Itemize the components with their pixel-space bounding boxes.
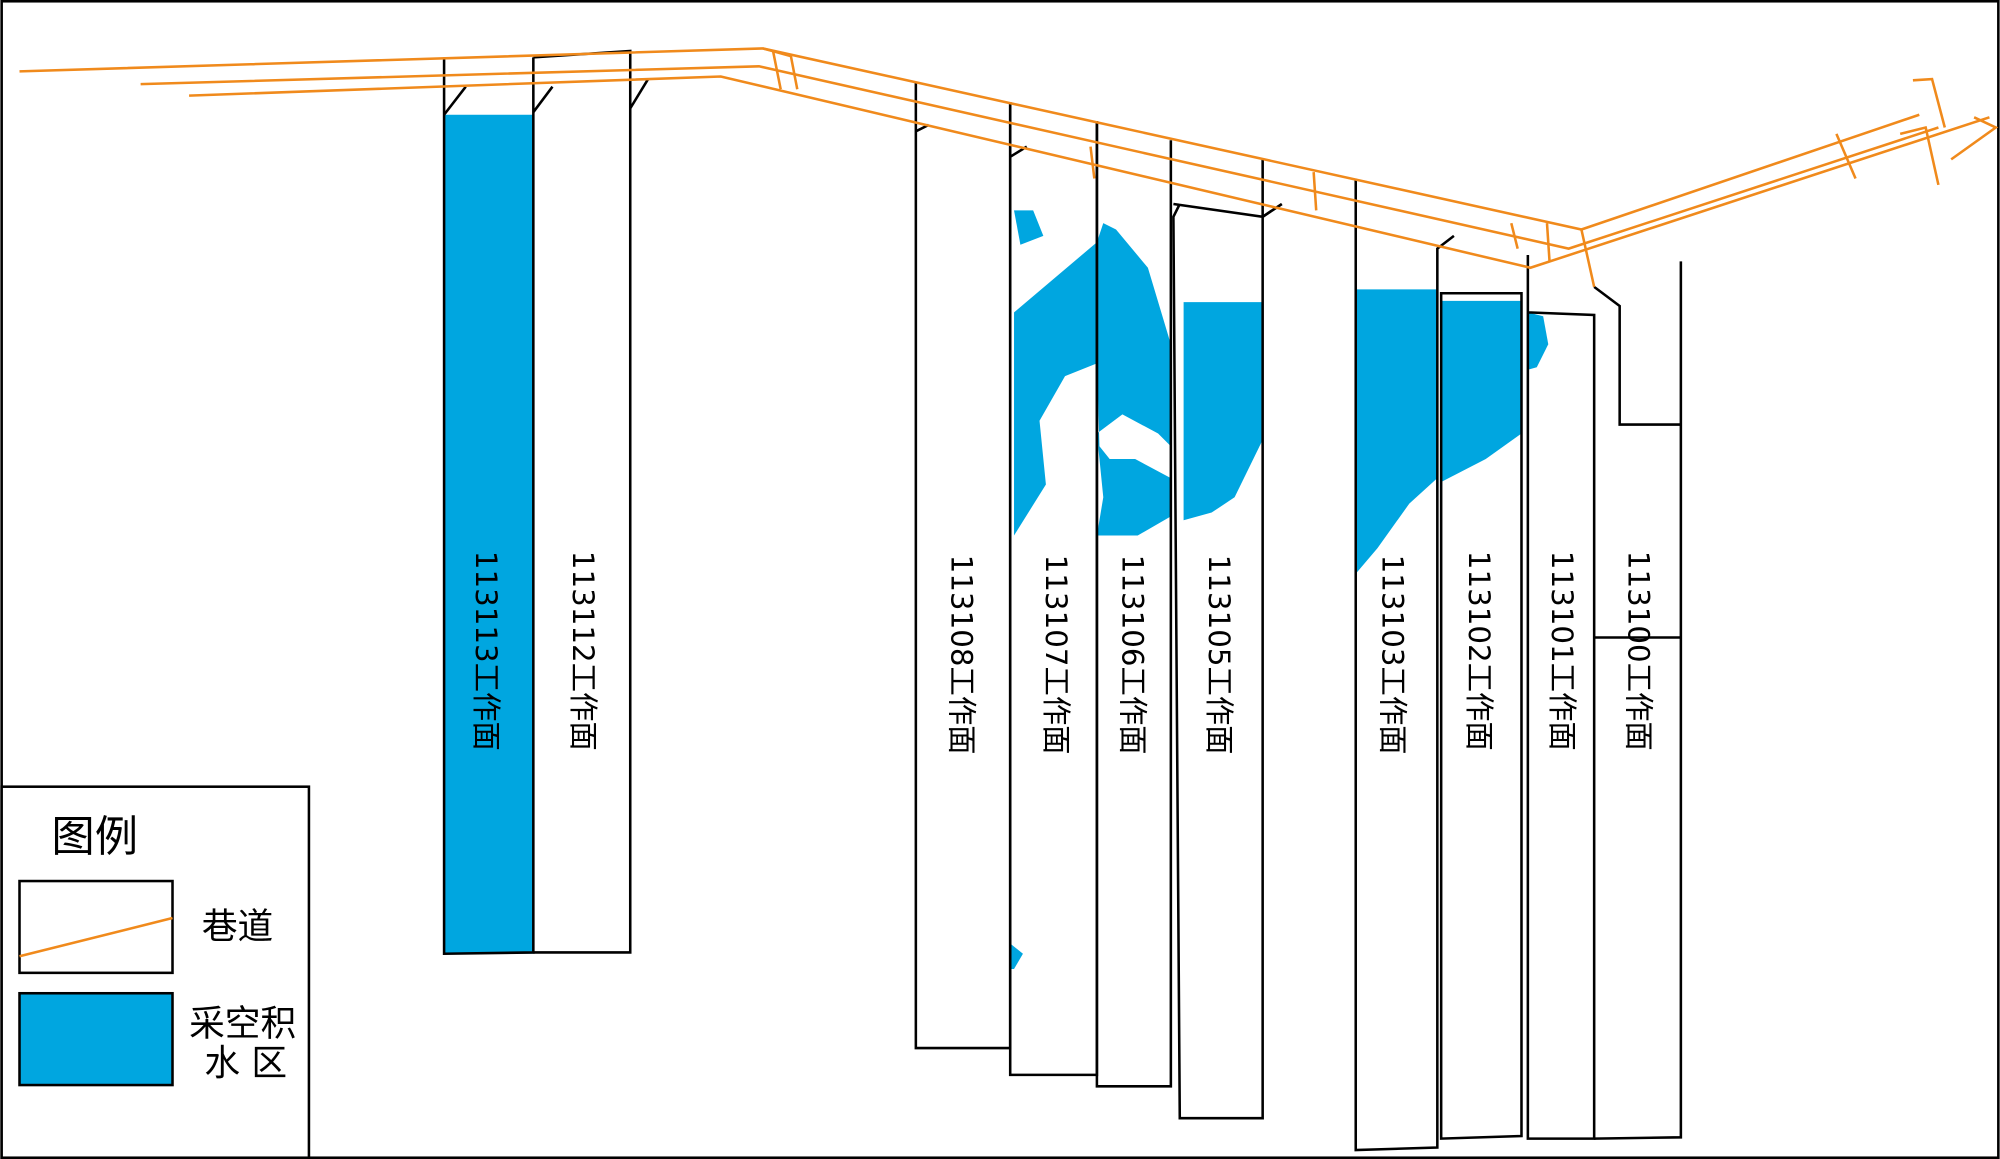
panel-labels: 113113工作面 113112工作面 113108工作面 113107工作面 …	[469, 551, 1656, 755]
water-areas	[444, 114, 1549, 970]
legend-title: 图例	[51, 813, 138, 863]
panel-label: 113107工作面	[1039, 555, 1073, 755]
panel-label: 113105工作面	[1202, 555, 1236, 755]
panel-label: 113103工作面	[1376, 555, 1410, 755]
roadways	[19, 47, 1999, 288]
panel-label: 113112工作面	[566, 551, 600, 751]
legend-label: 采空积	[189, 1003, 296, 1044]
panel-label: 113108工作面	[945, 555, 979, 755]
panel-label: 113101工作面	[1545, 551, 1579, 751]
panel-outlines	[442, 49, 1683, 1152]
panel-label: 113100工作面	[1622, 551, 1656, 751]
panel-label: 113106工作面	[1115, 555, 1149, 755]
panel-label: 113113工作面	[469, 551, 503, 751]
legend: 图例 巷道 采空积 水 区	[0, 785, 311, 1159]
legend-label: 水 区	[204, 1043, 287, 1084]
legend-label: 巷道	[202, 906, 273, 947]
panel-label: 113102工作面	[1462, 551, 1496, 751]
